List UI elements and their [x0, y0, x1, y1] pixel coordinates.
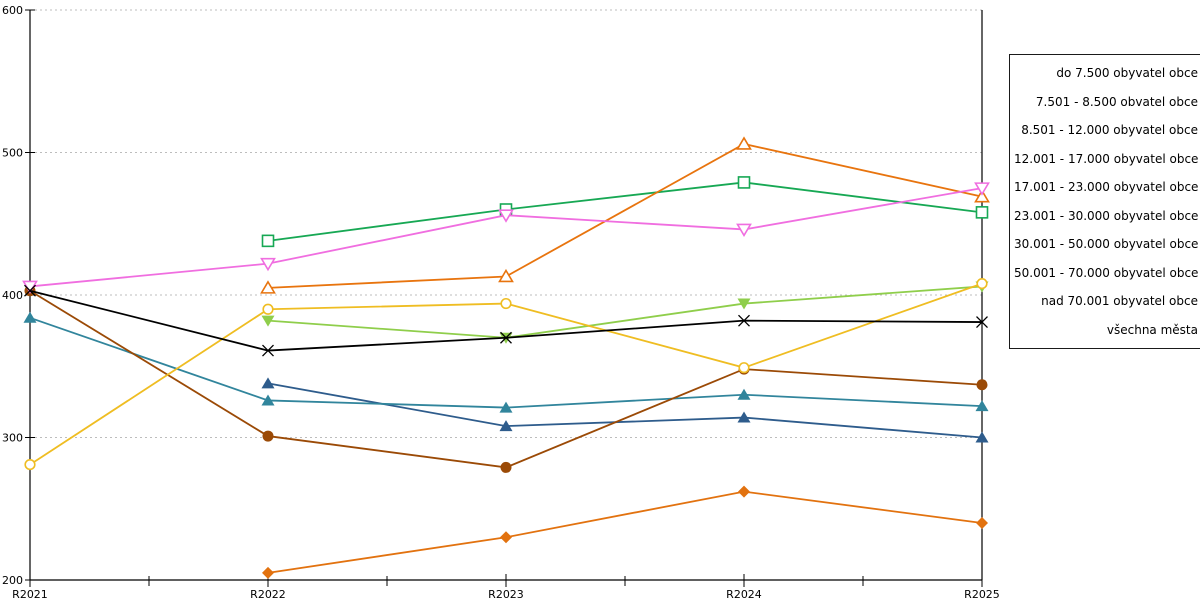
series-marker	[262, 430, 274, 442]
series-marker	[738, 362, 750, 374]
series-marker	[737, 411, 751, 423]
legend-item: 8.501 - 12.000 obyvatel obce	[1021, 123, 1198, 138]
y-tick-label: 200	[2, 574, 23, 587]
series-marker	[260, 280, 276, 294]
series-marker	[262, 566, 274, 579]
series-marker	[261, 377, 275, 389]
series-marker	[24, 284, 36, 297]
series-marker	[500, 297, 512, 310]
series-marker	[498, 268, 514, 283]
series-marker	[24, 458, 36, 471]
x-tick-label: R2023	[488, 588, 524, 600]
legend-item: do 7.500 obyvatel obce	[1056, 66, 1198, 81]
series-marker	[738, 314, 750, 327]
y-tick-label: 400	[2, 289, 23, 302]
series-marker	[262, 303, 274, 315]
legend-item: 17.001 - 23.000 obyvatel obce	[1014, 180, 1199, 195]
series-marker	[499, 401, 513, 413]
series-line-6	[267, 181, 983, 242]
series-marker	[498, 209, 514, 223]
series-marker	[261, 394, 275, 406]
series-line-7	[267, 142, 983, 289]
legend-item: 50.001 - 70.000 obyvatel obce	[1014, 265, 1199, 280]
series-marker	[261, 315, 275, 327]
series-line-2	[29, 316, 983, 409]
legend-item: 7.501 - 8.500 obvatel obce	[1035, 94, 1198, 109]
legend: do 7.500 obyvatel obce 7.501 - 8.500 obva…	[1009, 54, 1200, 349]
y-tick-label: 600	[2, 4, 23, 17]
legend-item: všechna města	[1106, 322, 1198, 337]
series-marker	[976, 278, 988, 290]
series-marker	[262, 344, 274, 357]
legend-item: nad 70.001 obyvatel obce	[1041, 294, 1198, 309]
y-tick-label: 300	[2, 432, 23, 445]
series-marker	[737, 388, 751, 400]
series-marker	[260, 257, 276, 272]
series-marker	[736, 223, 752, 238]
series-marker	[974, 182, 990, 196]
series-marker	[261, 234, 275, 248]
series-marker	[974, 189, 990, 203]
x-tick-label: R2024	[726, 588, 762, 600]
series-marker	[736, 136, 752, 150]
x-tick-label: R2025	[964, 588, 1000, 600]
x-tick-label: R2022	[250, 588, 286, 600]
series-line-1	[267, 382, 983, 439]
series-marker	[738, 485, 750, 498]
series-marker	[500, 331, 512, 344]
series-marker	[975, 206, 989, 219]
series-marker	[976, 517, 988, 529]
y-tick-label: 500	[2, 147, 23, 160]
series-marker	[500, 461, 512, 473]
series-marker	[23, 311, 37, 323]
series-marker	[500, 531, 512, 544]
series-marker	[737, 298, 751, 310]
series-line-3	[29, 289, 983, 469]
x-tick-label: R2021	[12, 588, 48, 600]
series-line-4	[267, 285, 983, 339]
series-marker	[976, 316, 988, 329]
series-marker	[975, 431, 989, 443]
series-marker	[737, 176, 751, 189]
legend-item: 30.001 - 50.000 obyvatel obce	[1014, 237, 1199, 252]
series-marker	[499, 420, 513, 432]
legend-item: 23.001 - 30.000 obyvatel obce	[1014, 208, 1199, 223]
series-marker	[976, 379, 988, 391]
series-line-0	[267, 490, 983, 574]
legend-item: 12.001 - 17.000 obyvatel obce	[1014, 151, 1199, 166]
series-marker	[975, 400, 989, 412]
